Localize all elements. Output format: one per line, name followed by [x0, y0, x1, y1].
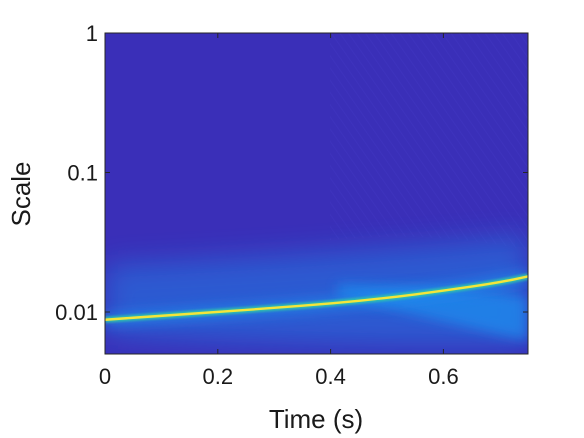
x-tick-label: 0.4: [315, 364, 346, 389]
fringe-region: [330, 33, 528, 250]
x-tick-label: 0.2: [203, 364, 234, 389]
y-axis-title: Scale: [6, 161, 36, 226]
x-tick-label: 0.6: [428, 364, 459, 389]
x-tick-label: 0: [99, 364, 111, 389]
x-axis-title: Time (s): [269, 404, 363, 434]
ridge-line: [105, 275, 528, 321]
y-tick-label: 0.1: [67, 161, 98, 186]
ridge-layer: [105, 269, 528, 327]
x-axis-ticks: 0 0.2 0.4 0.6: [99, 33, 459, 389]
y-axis-ticks: 0.01 0.1 1: [55, 21, 528, 325]
axes-box: [104, 32, 529, 355]
y-tick-label: 0.01: [55, 300, 98, 325]
y-tick-label: 1: [86, 21, 98, 46]
